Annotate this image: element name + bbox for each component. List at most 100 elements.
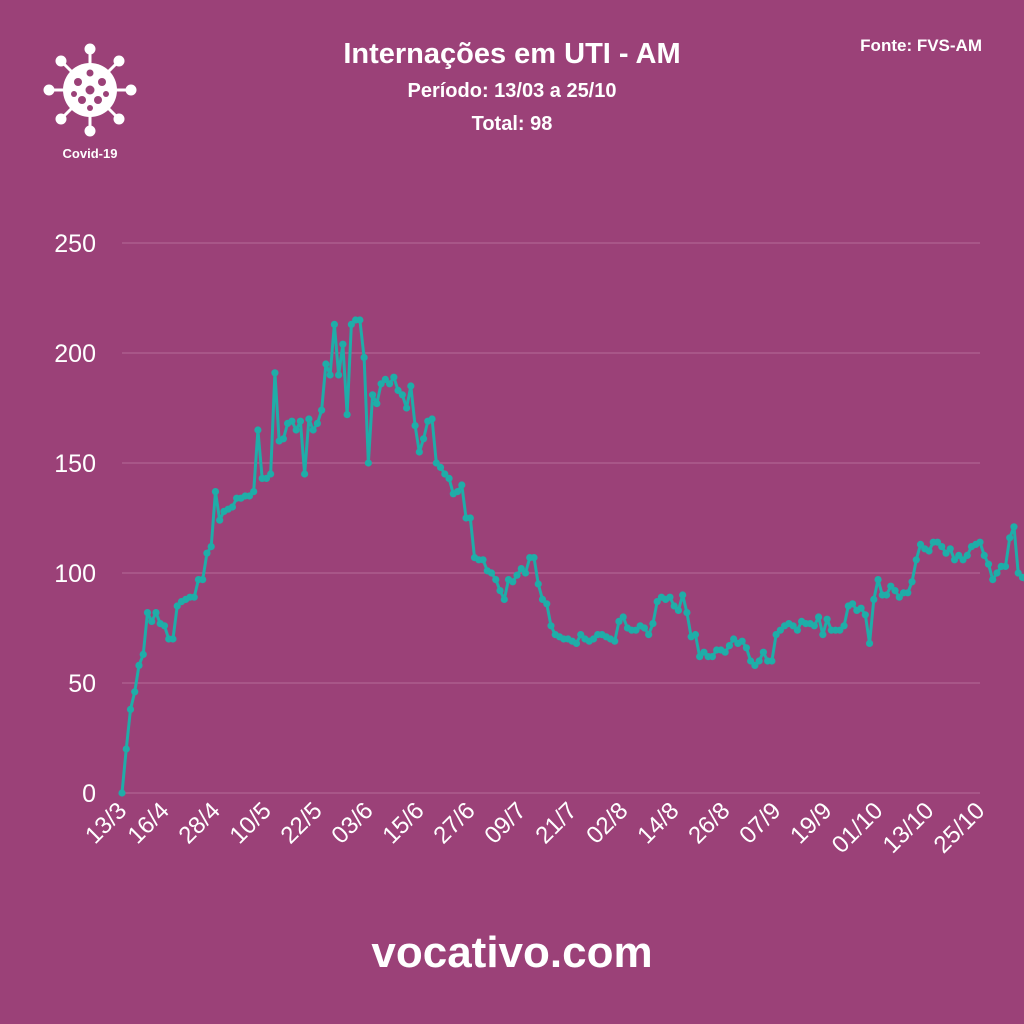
data-point [691, 631, 700, 639]
data-point [810, 622, 818, 630]
x-tick-label: 16/4 [123, 797, 175, 849]
chart-subtitle: Período: 13/03 a 25/10 [407, 80, 617, 102]
x-tick-label: 22/5 [276, 797, 328, 849]
data-point [874, 576, 882, 584]
data-point [861, 611, 869, 619]
data-point [296, 417, 304, 425]
x-tick-label: 14/8 [632, 797, 684, 849]
data-point [768, 657, 776, 665]
data-point [611, 637, 619, 645]
data-point [453, 488, 462, 496]
data-point [160, 622, 169, 630]
data-point [148, 617, 156, 626]
x-tick-label: 01/10 [827, 797, 889, 859]
data-point [415, 448, 423, 456]
data-point [865, 639, 874, 648]
data-point [500, 595, 508, 604]
data-point [993, 569, 1001, 577]
data-point [738, 637, 746, 645]
footer-brand: vocativo.com [371, 928, 653, 977]
data-point [708, 653, 717, 661]
data-point [373, 400, 381, 408]
data-point [407, 382, 415, 390]
data-point [228, 503, 237, 511]
data-point [271, 369, 279, 377]
data-point [292, 426, 300, 434]
data-point [912, 556, 920, 564]
data-point [547, 622, 555, 630]
data-point [1010, 523, 1018, 531]
data-point [882, 591, 891, 599]
data-point [683, 609, 691, 617]
data-point [543, 600, 551, 608]
y-tick-label: 150 [54, 450, 96, 478]
x-tick-label: 02/8 [581, 797, 633, 849]
y-tick-label: 50 [68, 670, 96, 698]
y-tick-label: 100 [54, 560, 96, 588]
data-point [649, 620, 657, 628]
data-point [135, 661, 143, 670]
data-point [356, 316, 364, 324]
data-point [288, 417, 296, 425]
data-point [513, 571, 521, 579]
data-point [390, 373, 398, 381]
x-tick-label: 27/6 [428, 797, 480, 849]
data-point [492, 576, 500, 584]
x-tick-label: 28/4 [174, 797, 226, 849]
data-point [411, 422, 419, 430]
x-tick-label: 21/7 [530, 797, 582, 849]
data-point [343, 411, 351, 419]
data-point [793, 626, 801, 634]
data-point [250, 488, 258, 496]
data-point [534, 580, 542, 588]
x-tick-label: 10/5 [225, 797, 277, 849]
data-point [989, 576, 997, 584]
data-point [572, 639, 581, 648]
data-point [725, 642, 734, 650]
data-point [279, 435, 288, 443]
data-point [419, 435, 428, 443]
covid-logo [40, 40, 140, 140]
data-point [819, 631, 827, 639]
data-point [946, 545, 954, 553]
data-point [509, 578, 517, 586]
data-point [530, 554, 538, 562]
data-point [118, 789, 126, 797]
data-point [305, 415, 313, 423]
data-point [385, 380, 394, 388]
data-point [496, 587, 504, 595]
data-point [823, 615, 831, 623]
data-point [207, 543, 215, 551]
data-point [742, 644, 750, 652]
data-point [479, 556, 487, 564]
data-point [313, 419, 321, 427]
data-point [840, 622, 848, 630]
data-point [466, 514, 474, 522]
data-point [139, 650, 147, 659]
data-point [402, 404, 411, 412]
data-point [619, 613, 627, 621]
y-tick-label: 250 [54, 230, 96, 258]
virus-icon [43, 43, 137, 137]
data-point [984, 560, 993, 568]
data-point [267, 470, 275, 478]
data-point [857, 604, 865, 612]
data-point [436, 463, 445, 471]
data-point [938, 543, 946, 551]
data-point [755, 657, 763, 665]
data-point [487, 569, 496, 577]
data-point [759, 648, 767, 656]
data-point [428, 415, 436, 423]
data-point [904, 589, 912, 597]
data-point [190, 593, 198, 601]
logo-label: Covid-19 [62, 146, 118, 161]
data-point [211, 488, 220, 496]
chart-title: Internações em UTI - AM [343, 38, 681, 70]
data-point [143, 609, 152, 617]
data-point [870, 595, 878, 604]
data-point [721, 648, 729, 656]
data-point [458, 481, 466, 489]
data-point [848, 600, 857, 608]
series-line [120, 318, 1024, 794]
data-point [521, 569, 530, 577]
